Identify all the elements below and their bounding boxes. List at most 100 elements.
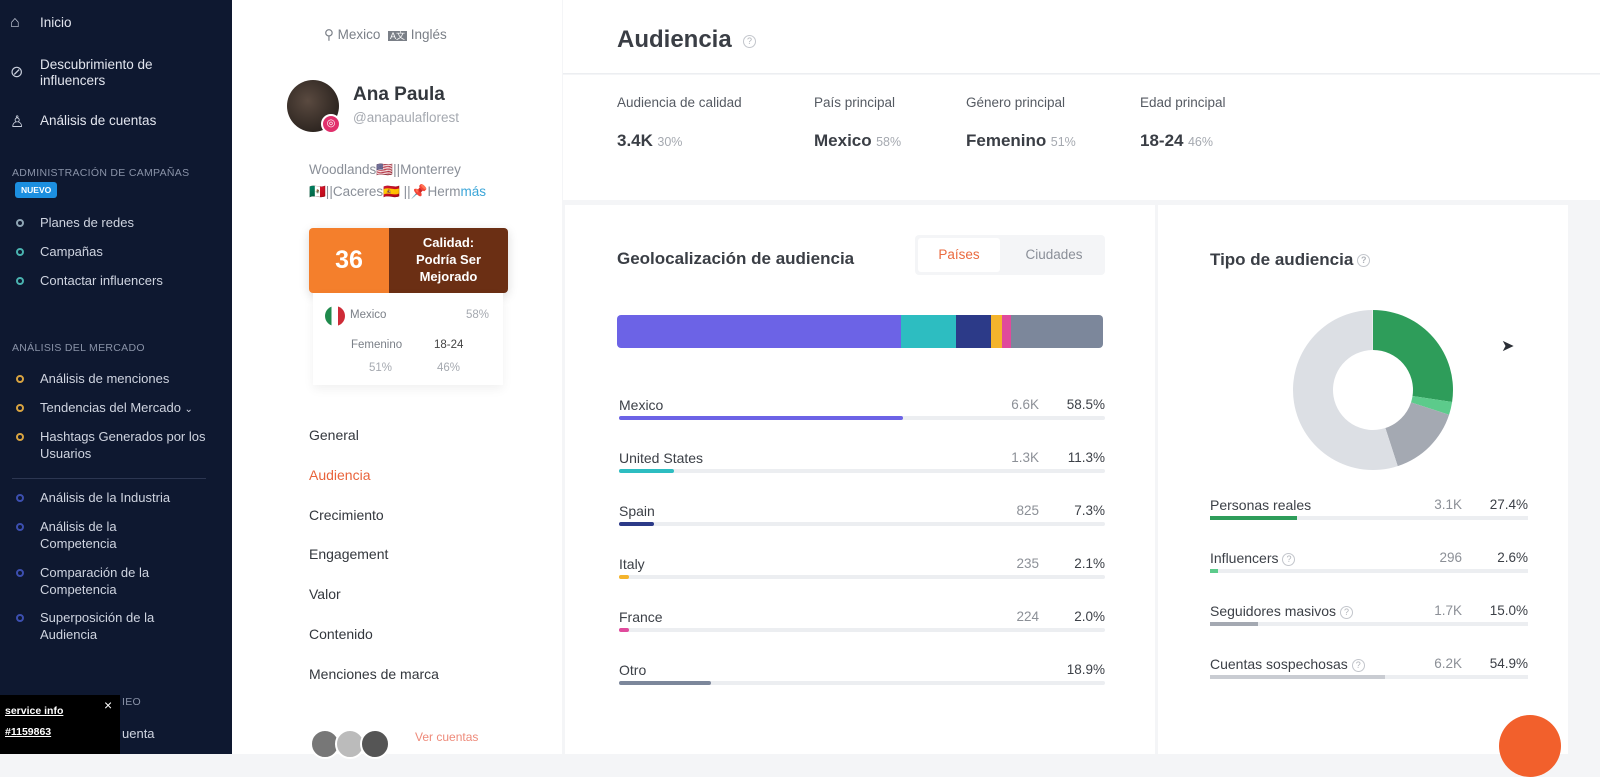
audience-type-card: Tipo de audiencia? Personas reales 3.1K …: [1158, 205, 1568, 754]
donut-slice-personas-reales[interactable]: [1373, 310, 1453, 403]
nav-valor[interactable]: Valor: [309, 586, 341, 602]
sidebar-item-inicio[interactable]: Inicio: [40, 15, 72, 30]
see-accounts-link[interactable]: Ver cuentas: [415, 730, 479, 744]
type-row: Influencers? 296 2.6%: [1210, 550, 1528, 574]
geo-fill: [619, 416, 904, 420]
geo-track: [619, 416, 1105, 420]
sidebar-item-tendencias[interactable]: Tendencias del Mercado ⌄: [40, 399, 193, 418]
stats-row: Audiencia de calidad 3.4K 30% País princ…: [563, 75, 1600, 200]
geo-pct: 2.0%: [1074, 609, 1105, 624]
stat-sub: 51%: [1050, 135, 1076, 149]
sidebar-item-comparacion[interactable]: Comparación de la Competencia: [40, 565, 150, 597]
geo-label: Italy: [619, 556, 645, 572]
sidebar-item-planes[interactable]: Planes de redes: [40, 215, 134, 230]
sidebar-item-campanas[interactable]: Campañas: [40, 244, 103, 259]
language: Inglés: [410, 27, 447, 42]
help-icon[interactable]: ?: [1340, 605, 1354, 619]
help-icon[interactable]: ?: [1282, 552, 1296, 566]
sidebar-item-industria[interactable]: Análisis de la Industria: [40, 490, 171, 505]
geo-count: 235: [1016, 556, 1039, 571]
geo-row: United States 1.3K 11.3%: [619, 450, 1105, 474]
stat-value: 18-24: [1140, 131, 1184, 150]
sidebar-item-accounts[interactable]: Análisis de cuentas: [40, 113, 157, 128]
geo-label: Otro: [619, 662, 647, 678]
more-link[interactable]: más: [460, 184, 486, 199]
avatar-group: [310, 729, 400, 759]
donut-slice-cuentas-sospechosas[interactable]: [1293, 310, 1398, 470]
stat-sub: 58%: [876, 135, 902, 149]
geo-pct: 11.3%: [1067, 450, 1105, 465]
geo-pct: 18.9%: [1066, 662, 1105, 677]
type-label-text: Influencers: [1210, 550, 1279, 566]
sidebar-item-competencia[interactable]: Análisis de la Competencia: [40, 519, 117, 551]
nav-general[interactable]: General: [309, 427, 359, 443]
stack-segment-otro: [1011, 315, 1103, 348]
circle-icon: [16, 523, 24, 531]
geo-count: 6.6K: [1011, 397, 1039, 412]
type-track: [1210, 622, 1528, 626]
type-fill: [1210, 569, 1219, 573]
mini-gender: Femenino: [351, 339, 403, 351]
help-icon[interactable]: ?: [1351, 658, 1365, 672]
geo-label: Spain: [619, 503, 655, 519]
sidebar-item-hashtags[interactable]: Hashtags Generados por los Usuarios: [40, 429, 206, 461]
sidebar-item-partial[interactable]: uenta: [122, 726, 155, 741]
type-pct: 2.6%: [1497, 550, 1528, 565]
geo-count: 825: [1016, 503, 1039, 518]
audience-type-donut: [1293, 310, 1453, 470]
help-icon[interactable]: ?: [1357, 254, 1371, 268]
tab-paises[interactable]: Países: [918, 238, 1000, 272]
nav-contenido[interactable]: Contenido: [309, 626, 373, 642]
type-fill: [1210, 516, 1298, 520]
geo-row: Otro 18.9%: [619, 662, 1105, 686]
sidebar-item-superposicion[interactable]: Superposición de la Audiencia: [40, 610, 155, 642]
chat-button[interactable]: [1499, 715, 1561, 777]
circle-icon: [16, 614, 24, 622]
stat-sub: 46%: [1187, 135, 1213, 149]
circle-icon: [16, 404, 24, 412]
help-icon[interactable]: ?: [743, 35, 756, 48]
profile-panel: ⚲ Mexico A文 Inglés ◎ Ana Paula @anapaula…: [232, 0, 562, 759]
nav-engagement[interactable]: Engagement: [309, 546, 389, 562]
tab-ciudades[interactable]: Ciudades: [1025, 247, 1083, 262]
type-count: 3.1K: [1434, 497, 1462, 512]
type-row: Personas reales 3.1K 27.4%: [1210, 497, 1528, 521]
mini-gender-pct: 51%: [369, 362, 393, 374]
nav-crecimiento[interactable]: Crecimiento: [309, 507, 384, 523]
type-label: Seguidores masivos?: [1210, 603, 1354, 619]
service-info-title: service info: [5, 705, 64, 717]
sidebar: ⌂ Inicio ⊘ Descubrimiento de influencers…: [0, 0, 232, 754]
nav-menciones[interactable]: Menciones de marca: [309, 666, 439, 682]
circle-icon: [16, 375, 24, 383]
donut-slice-influencers[interactable]: [1411, 396, 1453, 415]
stack-segment-spain: [955, 315, 992, 348]
geo-fill: [619, 681, 711, 685]
geo-track: [619, 681, 1105, 685]
type-label: Personas reales: [1210, 497, 1311, 513]
section-campaigns: ADMINISTRACIÓN DE CAMPAÑAS: [12, 167, 190, 179]
geo-pct: 58.5%: [1066, 397, 1105, 412]
stack-segment-italy: [991, 315, 1002, 348]
donut-slice-seguidores-masivos[interactable]: [1385, 402, 1450, 467]
sidebar-item-discovery[interactable]: Descubrimiento de influencers: [40, 57, 153, 88]
instagram-icon: ◎: [321, 114, 341, 134]
sidebar-item-menciones[interactable]: Análisis de menciones: [40, 371, 170, 386]
page-title: Audiencia: [617, 26, 732, 53]
service-info-id[interactable]: #1159863: [5, 726, 52, 738]
stat-label: Género principal: [966, 95, 1066, 110]
type-label: Cuentas sospechosas?: [1210, 656, 1365, 672]
close-icon[interactable]: ×: [104, 697, 113, 713]
mexico-flag-icon: [325, 306, 345, 326]
compass-icon: ⊘: [10, 64, 24, 81]
geo-fill: [619, 522, 655, 526]
stat-sub: 30%: [657, 135, 683, 149]
bio-line: Woodlands🇺🇸||Monterrey: [309, 162, 461, 177]
geo-count: 1.3K: [1011, 450, 1039, 465]
geolocation-card: Geolocalización de audiencia Países Ciud…: [565, 205, 1155, 754]
type-pct: 15.0%: [1489, 603, 1528, 618]
type-label-text: Personas reales: [1210, 497, 1312, 513]
nav-audiencia[interactable]: Audiencia: [309, 467, 371, 483]
sidebar-item-contactar[interactable]: Contactar influencers: [40, 273, 163, 288]
stat-value: Femenino: [966, 131, 1047, 150]
type-fill: [1210, 675, 1385, 679]
